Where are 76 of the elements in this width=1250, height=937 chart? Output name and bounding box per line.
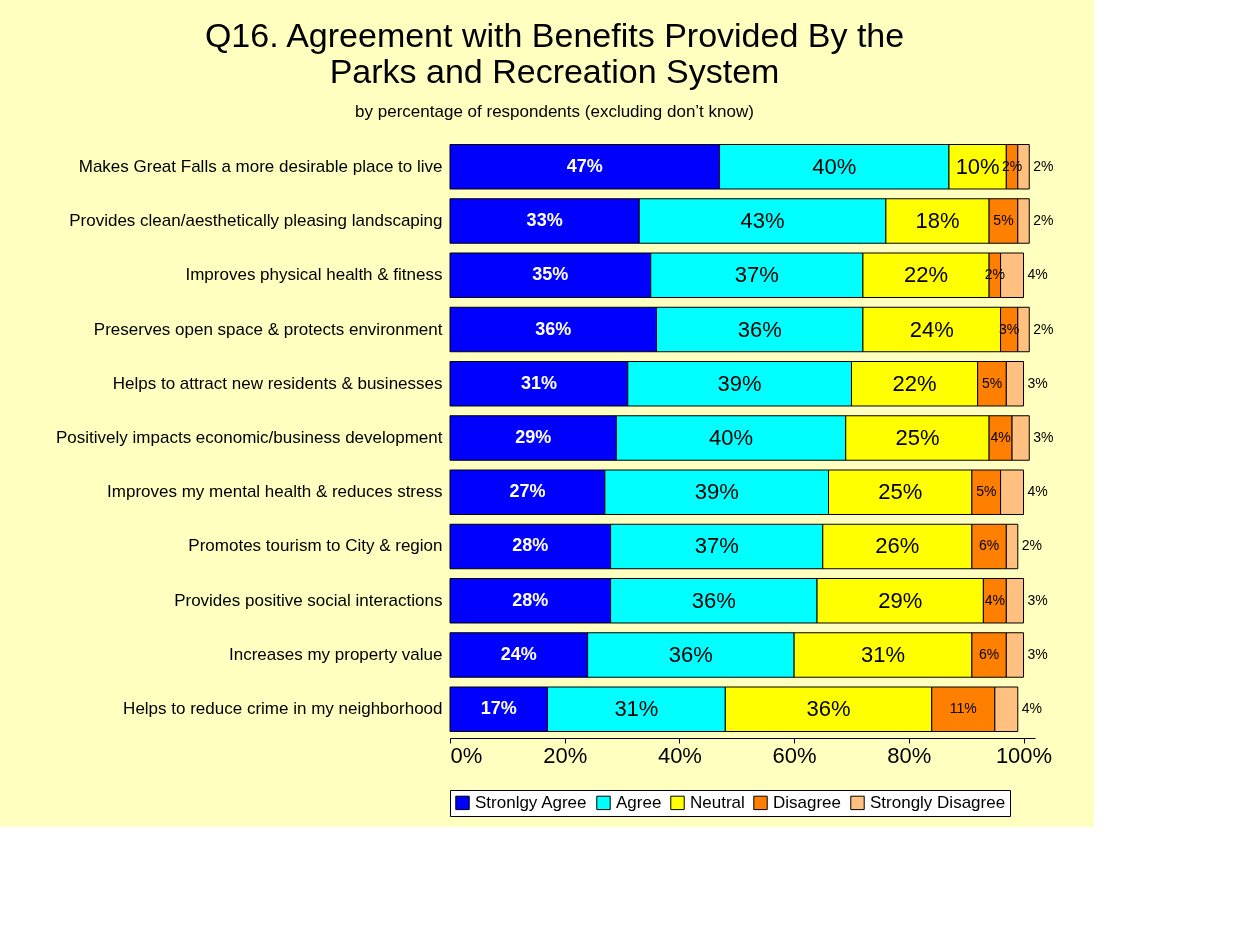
y-tick-label: Positively impacts economic/business development xyxy=(56,428,443,447)
data-label: 29% xyxy=(515,427,552,447)
data-label: 37% xyxy=(734,262,779,288)
legend-label: Neutral xyxy=(690,792,745,812)
data-label: 4% xyxy=(984,591,1005,608)
data-label: 6% xyxy=(979,537,1000,554)
y-tick-label: Provides clean/aesthetically pleasing landscaping xyxy=(69,211,443,230)
y-tick-label: Improves my mental health & reduces stress xyxy=(107,482,443,502)
data-label: 3% xyxy=(1027,374,1048,391)
data-label: 5% xyxy=(976,483,997,500)
data-label: 39% xyxy=(694,479,739,505)
data-label: 25% xyxy=(878,479,923,505)
data-label: 2% xyxy=(1033,157,1054,174)
y-tick-label: Provides positive social interactions xyxy=(174,590,443,610)
data-label: 22% xyxy=(904,262,949,288)
data-label: 5% xyxy=(993,212,1014,228)
data-label: 24% xyxy=(500,644,537,664)
y-tick-label: Promotes tourism to City & region xyxy=(188,536,443,556)
data-label: 39% xyxy=(717,370,762,396)
data-label: 6% xyxy=(979,646,1000,662)
data-label: 47% xyxy=(566,155,603,176)
data-label: 3% xyxy=(1027,646,1048,662)
data-label: 29% xyxy=(878,587,923,613)
data-label: 25% xyxy=(895,425,940,450)
data-label: 27% xyxy=(509,481,546,502)
x-tick-label: 80% xyxy=(887,742,932,768)
data-label: 31% xyxy=(860,642,906,667)
legend-label: Disagree xyxy=(773,792,842,812)
data-label: 3% xyxy=(1033,429,1054,445)
chart-title: Q16. Agreement with Benefits Provided By the Parks and Recreation System xyxy=(204,16,905,90)
data-label: 4% xyxy=(1027,266,1048,283)
data-label: 10% xyxy=(955,153,1000,179)
data-label: 11% xyxy=(949,700,977,717)
data-label: 37% xyxy=(694,533,739,559)
data-label: 31% xyxy=(520,372,557,393)
y-tick-label: Helps to reduce crime in my neighborhood xyxy=(123,699,443,719)
legend-label: Stronlgy Agree xyxy=(475,792,587,812)
data-label: 3% xyxy=(1027,591,1048,608)
data-label: 26% xyxy=(875,533,920,559)
y-tick-label: Preserves open space & protects environment xyxy=(93,319,443,339)
y-tick-label: Makes Great Falls a more desirable place to live xyxy=(78,156,443,176)
data-label: 2% xyxy=(1033,320,1054,337)
data-label: 4% xyxy=(1021,700,1043,717)
x-tick-label: 40% xyxy=(657,742,702,768)
data-label: 36% xyxy=(737,316,782,342)
data-label: 36% xyxy=(535,318,572,339)
data-label: 36% xyxy=(691,587,736,613)
data-label: 18% xyxy=(915,208,960,233)
chart-subtitle: by percentage of respondents (excluding don’t know) xyxy=(355,102,754,121)
data-label: 35% xyxy=(532,264,569,285)
data-label: 5% xyxy=(981,374,1003,391)
y-tick-label: Improves physical health & fitness xyxy=(185,265,443,285)
y-tick-label: Increases my property value xyxy=(228,645,443,664)
data-label: 43% xyxy=(740,208,785,233)
x-tick-label: 20% xyxy=(543,742,588,768)
data-label: 2% xyxy=(1021,537,1043,554)
data-label: 36% xyxy=(806,696,851,722)
data-label: 40% xyxy=(709,425,754,450)
x-tick-label: 100% xyxy=(995,742,1053,768)
x-tick-label: 0% xyxy=(450,742,483,768)
data-label: 17% xyxy=(480,698,517,719)
x-tick-label: 60% xyxy=(772,742,817,768)
data-label: 4% xyxy=(1027,483,1048,500)
data-label: 24% xyxy=(909,316,954,342)
data-label: 40% xyxy=(812,153,857,179)
data-label: 33% xyxy=(526,210,563,230)
data-label: 28% xyxy=(512,535,549,556)
legend-label: Agree xyxy=(616,792,662,812)
data-label: 36% xyxy=(668,642,713,667)
data-label: 2% xyxy=(1033,212,1054,228)
legend-label: Strongly Disagree xyxy=(870,792,1006,812)
data-label: 22% xyxy=(892,370,937,396)
data-label: 28% xyxy=(512,589,549,610)
y-tick-label: Helps to attract new residents & businesses xyxy=(112,373,443,393)
data-label: 4% xyxy=(990,429,1011,445)
data-label: 31% xyxy=(614,696,659,722)
